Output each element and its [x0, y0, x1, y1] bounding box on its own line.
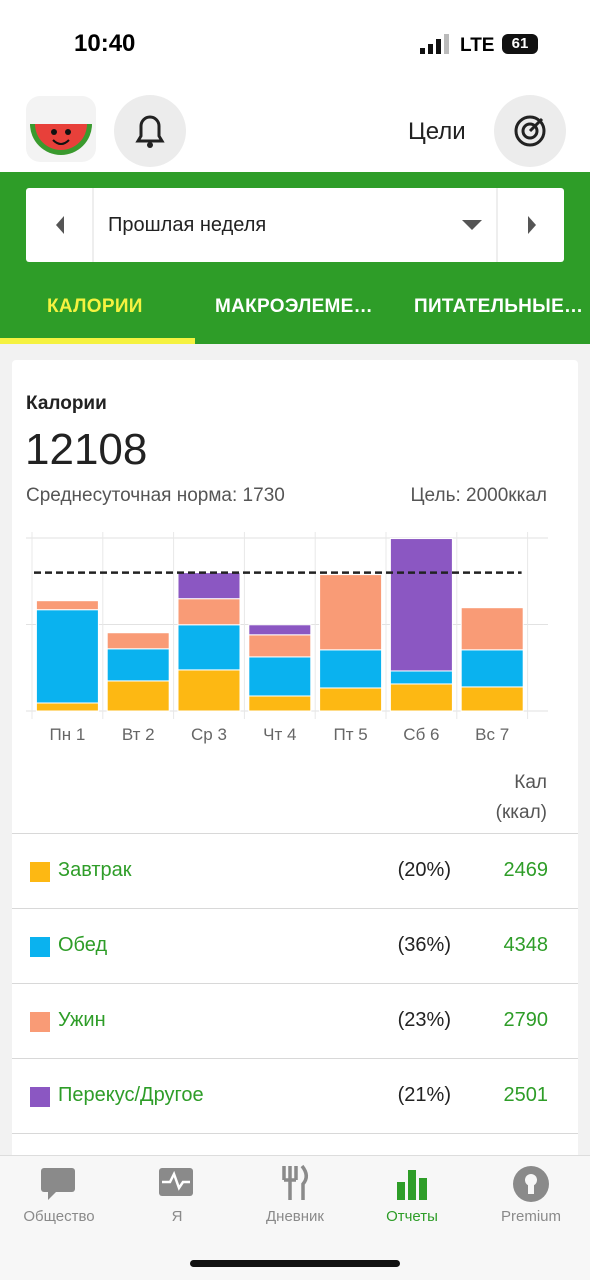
legend-name: Обед	[58, 934, 108, 956]
bar-segment	[35, 600, 99, 611]
legend-share: (20%)	[397, 859, 451, 881]
bar-segment	[177, 598, 241, 626]
goal: Цель: 2000ккал	[410, 485, 548, 506]
nav-item[interactable]: Отчеты	[386, 1208, 438, 1225]
bar-segment	[319, 649, 383, 689]
selector-arrows	[56, 188, 536, 262]
x-tick-label: Чт 4	[263, 725, 296, 744]
bar-segment	[106, 648, 170, 682]
bar-segment	[319, 687, 383, 712]
bar-segment	[460, 607, 524, 651]
goals-link[interactable]: Цели	[408, 118, 466, 145]
bar-segment	[177, 572, 241, 600]
tab[interactable]: ПИТАТЕЛЬНЫЕ…	[414, 296, 584, 317]
card	[12, 360, 578, 1160]
tab-indicator	[0, 338, 195, 344]
legend-total: 2790	[503, 1009, 549, 1031]
bar-segment	[106, 680, 170, 712]
bar-segment	[460, 649, 524, 688]
bar-segment	[177, 669, 241, 712]
legend-share: (21%)	[397, 1084, 451, 1106]
goals-button[interactable]	[494, 95, 566, 167]
legend-share: (36%)	[397, 934, 451, 956]
period-label: Прошлая неделя	[108, 214, 267, 236]
nav-icons	[41, 1164, 549, 1202]
x-tick-label: Вс 7	[475, 725, 509, 744]
top-bar	[0, 0, 590, 172]
nav-item[interactable]: Общество	[23, 1208, 95, 1225]
legend-total: 2469	[503, 859, 549, 881]
daily-average: Среднесуточная норма: 1730	[26, 485, 285, 506]
legend-swatch	[30, 1012, 50, 1032]
legend-name: Ужин	[58, 1009, 106, 1031]
app-logo[interactable]	[26, 96, 96, 162]
bar-segment	[248, 656, 312, 697]
nav-item[interactable]: Я	[171, 1208, 183, 1225]
period-selector[interactable]: Прошлая неделя	[26, 188, 564, 262]
x-tick-label: Вт 2	[122, 725, 155, 744]
bar-segment	[35, 609, 99, 704]
legend-row[interactable]: Обед (36%) 4348	[12, 908, 578, 984]
bar-segment	[389, 538, 453, 672]
bar-segment	[319, 574, 383, 651]
column-header: Кал (ккал)	[496, 768, 547, 828]
legend-row[interactable]: Перекус/Другое (21%) 2501	[12, 1058, 578, 1134]
nav-item[interactable]: Premium	[500, 1208, 561, 1225]
x-tick-label: Сб 6	[403, 725, 439, 744]
bar-segment	[248, 624, 312, 636]
row-divider	[12, 1133, 578, 1154]
bar-segment	[177, 624, 241, 671]
clock: 10:40	[74, 30, 136, 57]
network: LTE	[460, 35, 495, 56]
chart: Пн 1 Вт 2 Ср 3 Чт 4 Пт 5 Сб 6 Вс 7	[26, 532, 548, 744]
column-header-line: Кал	[514, 772, 547, 793]
home-indicator	[190, 1260, 400, 1267]
tab[interactable]: МАКРОЭЛЕМЕ…	[215, 296, 373, 317]
signal-icon	[420, 34, 449, 54]
legend-row[interactable]: Ужин (23%) 2790	[12, 983, 578, 1059]
column-header-line: (ккал)	[495, 802, 547, 823]
bar-segment	[389, 670, 453, 685]
legend-total: 2501	[503, 1084, 549, 1106]
bar-segment	[460, 686, 524, 712]
total-calories: 12108	[25, 425, 148, 474]
legend-swatch	[30, 862, 50, 882]
legend-total: 4348	[503, 934, 549, 956]
legend-swatch	[30, 937, 50, 957]
legend-swatch	[30, 1087, 50, 1107]
card-title: Калории	[26, 393, 107, 414]
bell-icon	[135, 115, 165, 148]
tab[interactable]: КАЛОРИИ	[47, 296, 143, 317]
notifications-button[interactable]	[114, 95, 186, 167]
legend-name: Завтрак	[58, 859, 132, 881]
bar-segment	[248, 634, 312, 658]
x-tick-label: Ср 3	[191, 725, 227, 744]
legend-name: Перекус/Другое	[58, 1084, 204, 1106]
legend-row[interactable]: Завтрак (20%) 2469	[12, 833, 578, 909]
bar-segment	[248, 695, 312, 712]
bar-segment	[389, 683, 453, 712]
x-tick-label: Пн 1	[50, 725, 86, 744]
target-icon	[514, 115, 546, 147]
bar-segment	[106, 632, 170, 650]
battery: 61	[502, 34, 538, 54]
legend-share: (23%)	[397, 1009, 451, 1031]
bar-segment	[35, 702, 99, 712]
x-tick-label: Пт 5	[334, 725, 368, 744]
nav-item[interactable]: Дневник	[266, 1208, 324, 1225]
